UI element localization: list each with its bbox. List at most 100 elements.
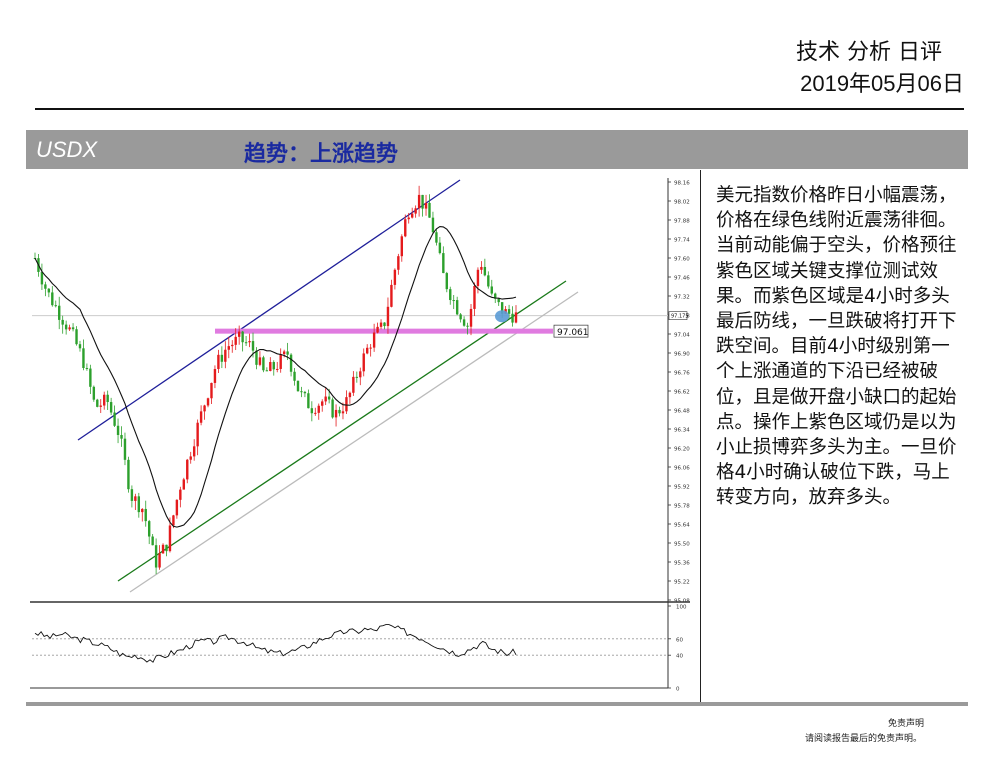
candle-body <box>61 319 64 325</box>
instrument-band: USDX 趋势：上涨趋势 <box>26 130 968 169</box>
candle-body <box>324 396 327 402</box>
candle-body <box>321 401 324 406</box>
candle-body <box>82 348 85 368</box>
candle-body <box>44 284 47 289</box>
price-tick-label: 96.760 <box>674 371 690 377</box>
channel-parallel-line <box>129 291 579 593</box>
instrument-symbol: USDX <box>36 137 98 162</box>
candle-body <box>71 327 75 330</box>
candle-body <box>213 369 217 383</box>
candle-body <box>466 325 469 327</box>
candle-body <box>462 319 466 326</box>
candle-body <box>296 380 300 392</box>
price-tick-label: 97.040 <box>674 333 690 339</box>
osc-tick-label: 0 <box>676 687 680 693</box>
candle-body <box>54 305 57 307</box>
candle-body <box>414 208 417 214</box>
candle-body <box>265 370 269 372</box>
candle-body <box>455 300 459 315</box>
moving-average-line <box>34 226 517 528</box>
candle-body <box>134 496 137 501</box>
bottom-rule <box>26 702 968 706</box>
price-tick-label: 96.200 <box>674 447 690 453</box>
price-tick-label: 96.340 <box>674 428 690 434</box>
candle-body <box>459 314 462 320</box>
candle-body <box>407 217 410 220</box>
candle-body <box>154 545 158 568</box>
candle-body <box>383 322 386 327</box>
panel-divider <box>700 170 701 704</box>
price-tick-label: 95.080 <box>674 599 690 605</box>
candle-body <box>369 347 372 349</box>
candle-body <box>286 351 289 355</box>
candle-body <box>210 382 213 399</box>
candle-body <box>404 219 407 237</box>
candle-body <box>269 362 272 372</box>
candle-body <box>68 327 71 330</box>
candle-body <box>224 349 227 362</box>
candle-body <box>276 368 279 370</box>
candle-body <box>40 271 44 285</box>
candle-body <box>327 396 331 400</box>
price-tick-label: 98.160 <box>674 181 690 187</box>
candle-body <box>255 350 258 365</box>
candle-body <box>490 286 493 294</box>
disclaimer-text: 请阅读报告最后的免责声明。 <box>805 734 923 744</box>
channel-upper-line <box>77 179 461 441</box>
candle-body <box>182 479 185 490</box>
candle-body <box>417 194 421 209</box>
candle-body <box>293 371 296 381</box>
price-tick-label: 96.620 <box>674 390 690 396</box>
price-tick-label: 96.900 <box>674 352 690 358</box>
candle-body <box>127 459 130 490</box>
chart-svg: 97.061 98.160 98.020 97.880 97.740 97.600 97.… <box>30 178 694 693</box>
candle-body <box>196 422 199 447</box>
osc-tick-label: 60 <box>676 637 683 643</box>
candle-body <box>438 242 442 254</box>
candle-body <box>424 202 428 209</box>
candle-body <box>366 347 369 354</box>
price-tick-label: 97.460 <box>674 276 690 282</box>
candle-body <box>51 292 54 306</box>
price-tick-label: 95.920 <box>674 485 690 491</box>
report-title: 技术 分析 日评 <box>796 40 942 65</box>
candle-body <box>279 354 282 369</box>
candle-body <box>75 329 78 345</box>
candle-body <box>435 232 438 243</box>
trend-label: 趋势：上涨趋势 <box>244 142 399 167</box>
candle-body <box>410 213 414 218</box>
candle-body <box>161 544 165 554</box>
candle-body <box>147 521 151 537</box>
candle-body <box>487 275 490 287</box>
candle-body <box>442 253 445 274</box>
candle-body <box>300 391 303 393</box>
candle-body <box>379 322 383 327</box>
candle-body <box>168 525 172 552</box>
header-rule <box>35 108 964 110</box>
candle-body <box>78 344 82 349</box>
candle-body <box>400 236 404 257</box>
candle-body <box>494 293 497 299</box>
candle-body <box>158 553 161 568</box>
candle-body <box>137 496 141 513</box>
candle-body <box>331 399 334 418</box>
candle-body <box>103 394 106 406</box>
candle-body <box>251 341 255 351</box>
candle-body <box>244 342 248 344</box>
price-tick-label: 95.780 <box>674 504 690 510</box>
candle-body <box>393 269 397 285</box>
candle-body <box>317 405 320 413</box>
candle-body <box>227 346 230 350</box>
candle-body <box>497 298 500 303</box>
candle-body <box>206 398 210 406</box>
support-label-box <box>553 324 589 338</box>
candle-body <box>64 324 68 330</box>
candle-body <box>231 344 234 347</box>
candle-body <box>58 305 61 320</box>
candle-body <box>179 489 182 500</box>
price-tick-label: 97.880 <box>674 219 690 225</box>
candle-body <box>514 312 518 323</box>
candle-body <box>345 397 348 412</box>
price-tick-label: 98.020 <box>674 200 690 206</box>
price-chart: 97.061 98.160 98.020 97.880 97.740 97.600 97.… <box>30 178 694 698</box>
